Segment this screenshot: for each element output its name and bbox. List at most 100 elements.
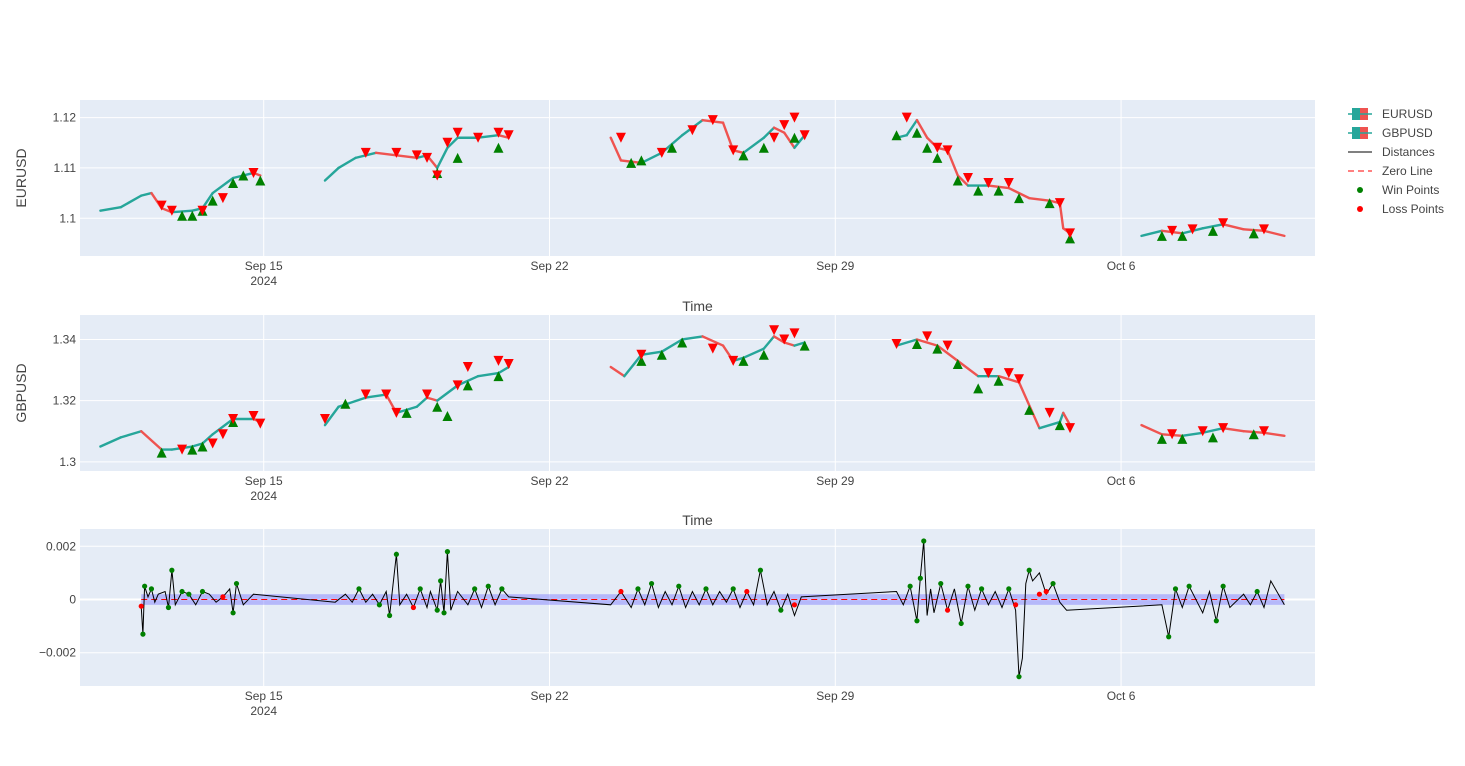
y-tick-label: 0.002 [46,539,76,553]
candle-segment [211,417,235,436]
sell-marker [1167,429,1178,440]
sell-marker [983,368,994,379]
sell-marker [207,438,218,449]
candle-segment [762,126,776,139]
buy-marker [401,407,412,418]
candle-segment [1038,420,1062,430]
legend-dot-swatch [1357,206,1363,212]
candle-segment [762,335,776,350]
sell-marker [922,331,933,342]
buy-marker [187,444,198,455]
plot-area-1 [80,315,1315,471]
plot-area-2 [80,529,1315,686]
win-point [1026,567,1032,573]
candle-segment [946,149,959,177]
sell-marker [1054,198,1065,209]
buy-marker [993,185,1004,196]
win-point [703,586,709,592]
x-tick-label: Sep 22 [530,259,568,273]
candle-segment [1028,196,1051,202]
y-axis-title: EURUSD [13,148,29,207]
x-axis-title: Time [682,298,713,314]
legend-dot-swatch [1357,187,1363,193]
win-point [472,586,478,592]
sell-marker [656,147,667,158]
win-point [914,618,920,624]
x-axis-title: Time [682,512,713,528]
candle-segment [623,353,643,378]
buy-marker [973,185,984,196]
x-tick-label: Oct 6 [1107,474,1136,488]
candle-segment [191,442,204,448]
distances-line [140,540,1285,677]
sell-marker [228,414,239,424]
buy-marker [1156,433,1167,444]
win-point [1166,634,1172,640]
sell-marker [493,355,504,366]
sell-marker [799,130,810,141]
loss-point [220,594,226,600]
sell-marker [432,170,443,181]
win-point [965,583,971,589]
candle-segment [119,194,143,209]
sell-marker [411,150,422,161]
buy-marker [636,155,647,166]
buy-marker [758,142,769,153]
candle-segment [497,134,510,139]
sell-marker [707,115,718,126]
win-point [438,578,444,584]
y-tick-label: 0 [69,593,76,607]
win-point [1220,583,1226,589]
buy-marker [442,410,453,421]
sell-marker [360,389,371,400]
x-tick-label: Oct 6 [1107,259,1136,273]
sell-marker [942,340,953,351]
sell-marker [1258,224,1269,235]
candle-segment [609,365,626,378]
buy-marker [666,142,677,153]
win-point [907,583,913,589]
sell-marker [1258,426,1269,437]
buy-marker [758,349,769,360]
y-tick-label: −0.002 [39,646,76,660]
sell-marker [197,205,208,216]
sell-marker [779,120,790,131]
sell-marker [707,343,718,354]
candle-segment [415,396,429,408]
sell-marker [1218,423,1229,434]
sell-marker [728,145,739,156]
candle-segment [99,436,123,448]
candle-segment [1262,229,1286,238]
buy-marker [462,380,473,391]
candle-segment [323,166,340,182]
loss-point [791,602,798,608]
buy-marker [911,339,922,350]
buy-marker [1054,420,1065,431]
win-point [417,586,423,592]
candle-segment [783,341,796,347]
candle-segment [1140,423,1164,436]
candle-segment [337,156,357,170]
loss-point [618,588,624,595]
sell-marker [983,178,994,189]
loss-point [1013,602,1019,608]
buy-marker [952,175,963,186]
sell-marker [789,112,800,123]
candle-segment [436,146,449,170]
win-point [148,586,155,592]
sell-marker [217,429,228,440]
win-point [376,602,382,608]
win-point [1172,586,1179,592]
x-tick-label: Sep 29 [816,259,854,273]
win-point [142,583,148,589]
sell-marker [1065,423,1076,434]
win-point [186,591,192,597]
buy-marker [452,152,463,163]
sell-marker [942,145,953,156]
win-point [1050,580,1056,587]
legend[interactable]: EURUSD GBPUSD Distances Zero Line Win Points… [1348,107,1444,216]
